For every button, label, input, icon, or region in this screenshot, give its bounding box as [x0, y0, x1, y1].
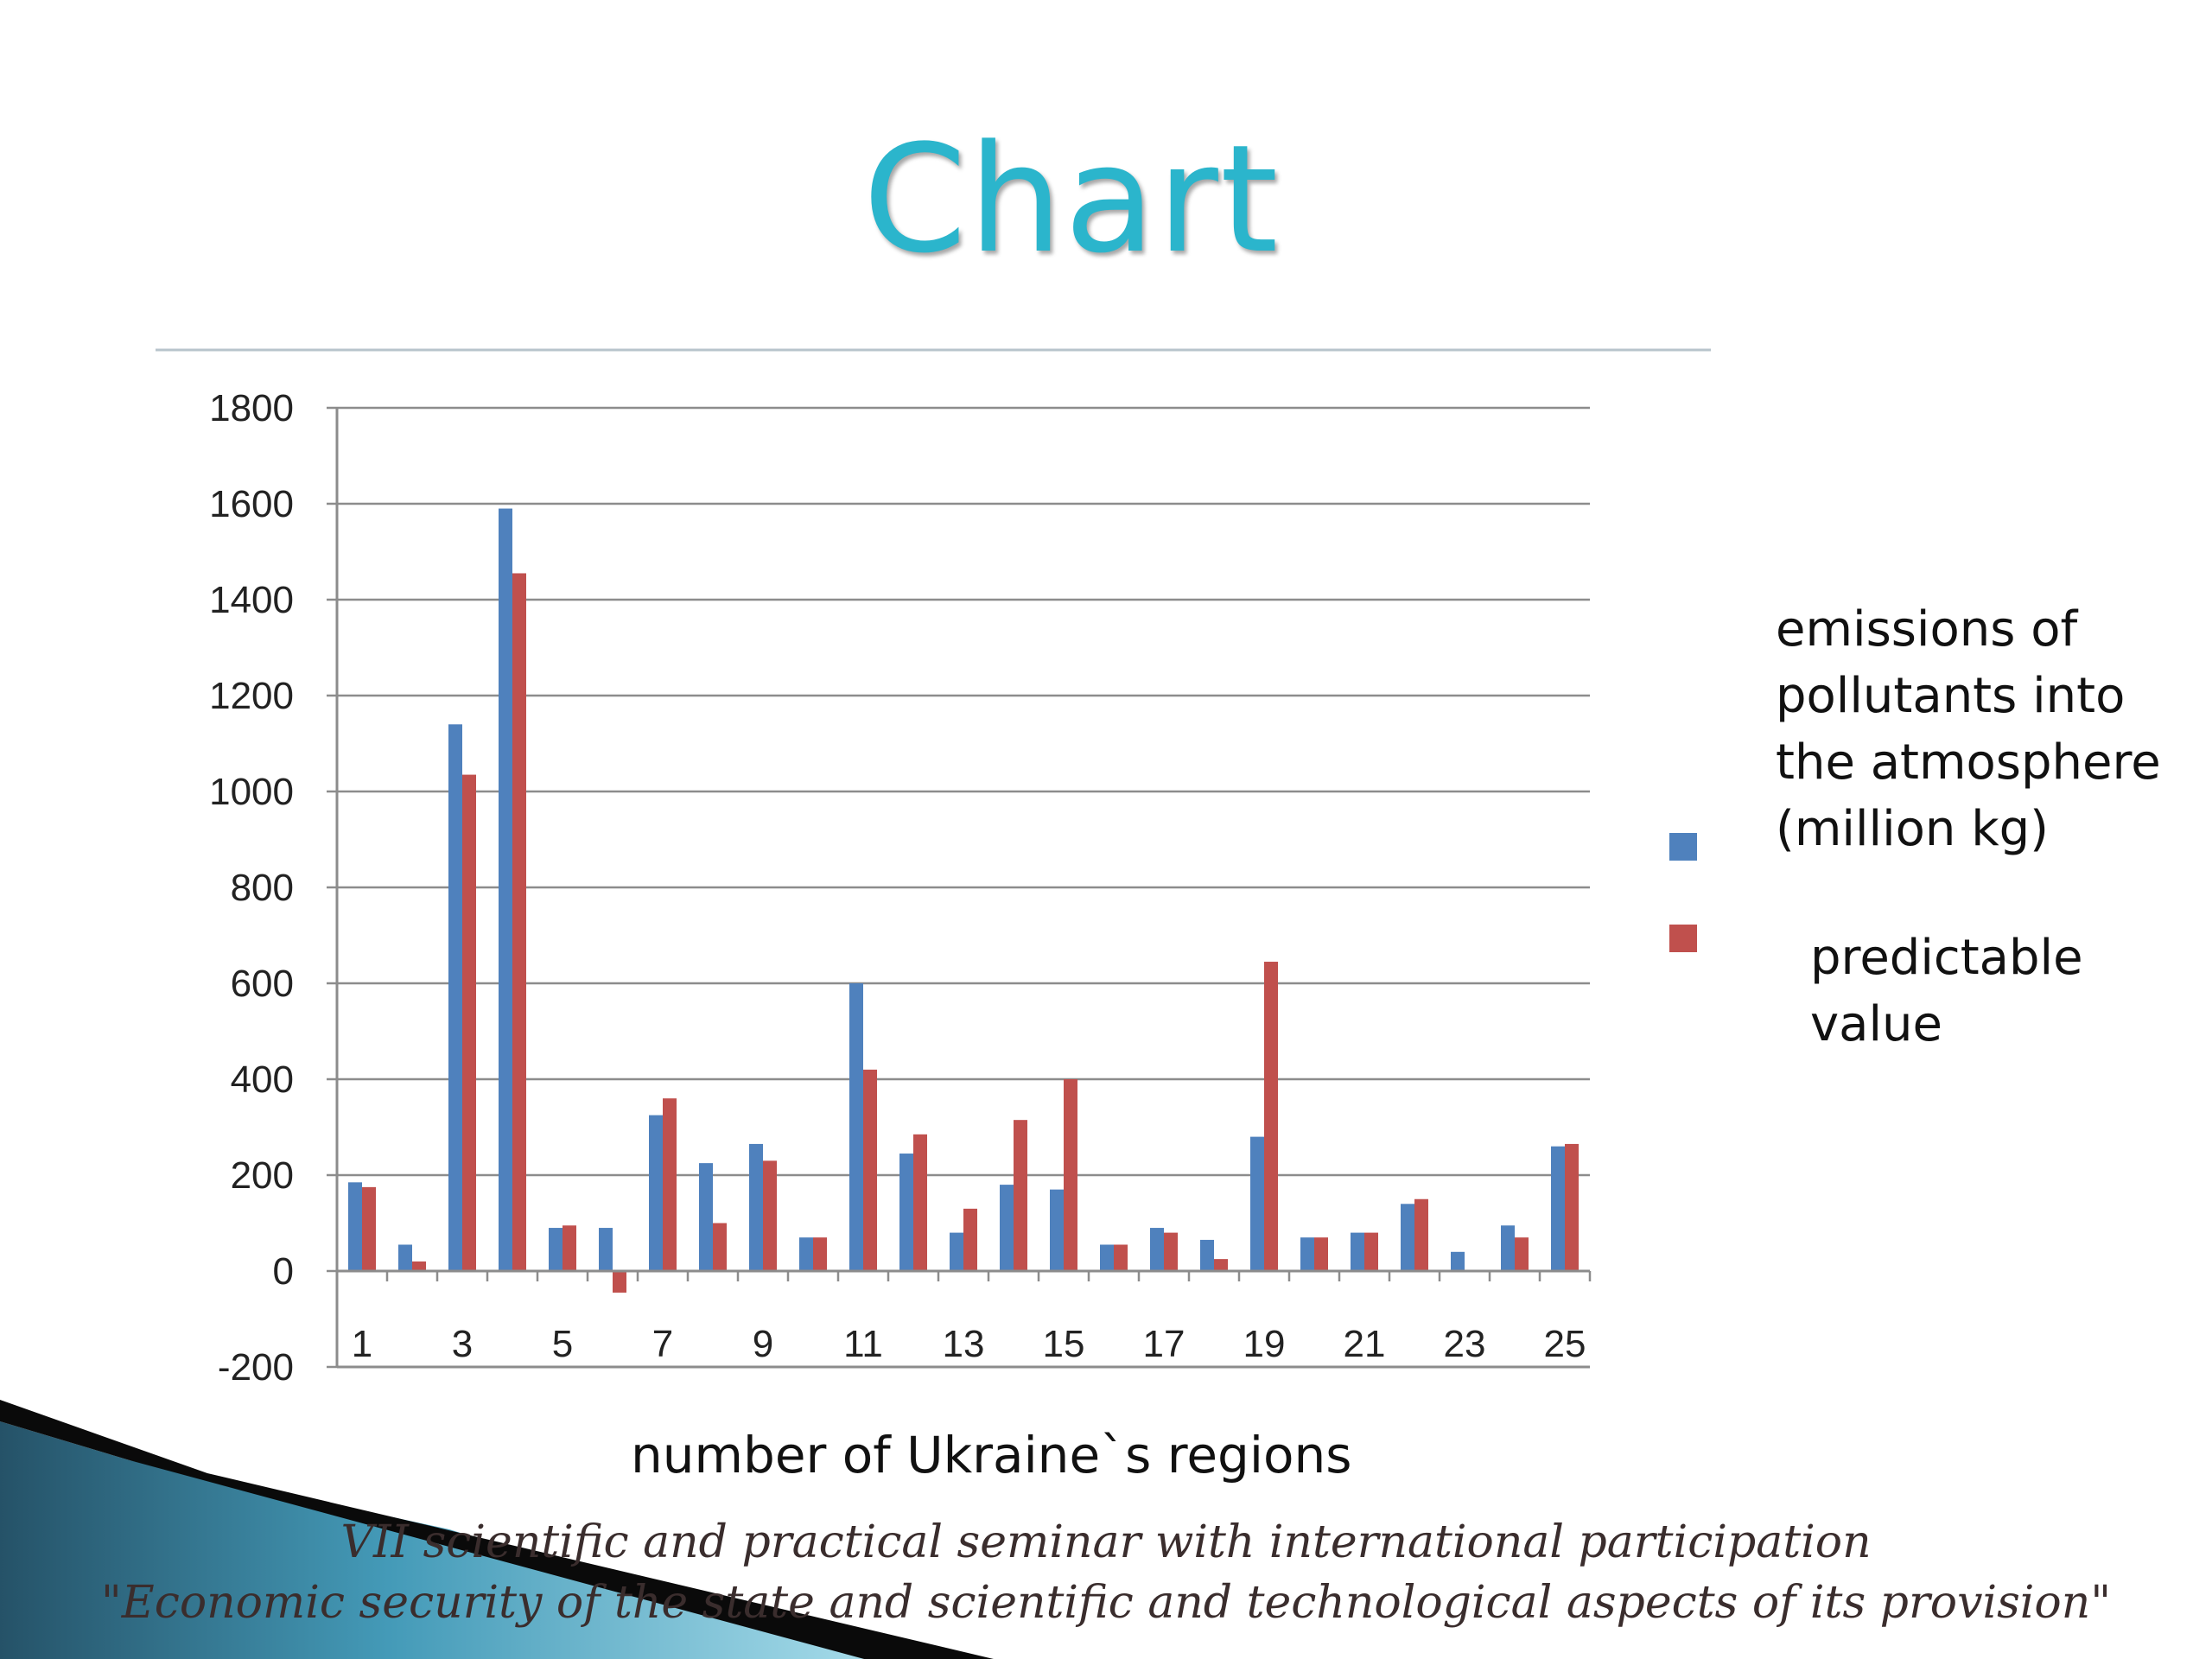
- bar-emissions: [549, 1228, 563, 1271]
- legend-label-predictable: predictable value: [1810, 930, 2083, 1052]
- y-tick-label: 0: [273, 1250, 294, 1293]
- legend-label-emissions: emissions of pollutants into the atmosph…: [1776, 601, 2161, 857]
- y-tick-label: -200: [218, 1346, 294, 1389]
- x-tick-label: 19: [1243, 1323, 1286, 1365]
- bar-emissions: [899, 1154, 913, 1271]
- bar-predictable: [462, 774, 476, 1271]
- y-tick-label: 200: [231, 1154, 294, 1197]
- x-tick-label: 11: [843, 1323, 883, 1365]
- bar-emissions: [1300, 1237, 1314, 1271]
- bar-emissions: [1200, 1239, 1214, 1271]
- bar-emissions: [1401, 1204, 1414, 1271]
- bar-predictable: [713, 1223, 727, 1271]
- bar-emissions: [950, 1232, 963, 1271]
- x-tick-label: 17: [1143, 1323, 1185, 1365]
- bars: [348, 508, 1579, 1293]
- bar-predictable: [1364, 1232, 1378, 1271]
- bar-emissions: [1451, 1251, 1465, 1271]
- bar-emissions: [448, 724, 462, 1271]
- y-tick-label: 1200: [209, 675, 294, 717]
- y-tick-label: 1400: [209, 579, 294, 621]
- bar-predictable: [663, 1098, 677, 1271]
- x-tick-label: 1: [352, 1323, 372, 1365]
- bar-emissions: [1150, 1228, 1164, 1271]
- bar-emissions: [699, 1163, 713, 1271]
- bar-predictable: [412, 1261, 426, 1271]
- bar-predictable: [913, 1134, 927, 1271]
- x-tick-label: 15: [1043, 1323, 1085, 1365]
- x-tick-label: 25: [1544, 1323, 1586, 1365]
- bar-emissions: [1351, 1232, 1364, 1271]
- x-tick-label: 9: [753, 1323, 773, 1365]
- bar-emissions: [1000, 1185, 1014, 1271]
- bar-predictable: [963, 1208, 977, 1271]
- bar-emissions: [1551, 1146, 1565, 1271]
- bar-predictable: [1314, 1237, 1328, 1271]
- bar-emissions: [1501, 1225, 1515, 1271]
- x-tick-label: 3: [452, 1323, 473, 1365]
- footer-line-2: "Economic security of the state and scie…: [100, 1577, 2112, 1629]
- x-axis-title: number of Ukraine`s regions: [631, 1426, 1352, 1484]
- bar-predictable: [1414, 1198, 1428, 1271]
- bar-predictable: [1565, 1143, 1579, 1271]
- bar-predictable: [512, 573, 526, 1271]
- y-tick-label: 400: [231, 1058, 294, 1101]
- x-tick-label: 23: [1444, 1323, 1486, 1365]
- bar-emissions: [749, 1143, 763, 1271]
- bar-predictable: [813, 1237, 827, 1271]
- bar-emissions: [499, 508, 512, 1271]
- bar-predictable: [362, 1186, 376, 1271]
- y-tick-labels: -200 0 200 400 600 800 1000 1200 1400 1600 1800: [209, 387, 294, 1389]
- x-tick-labels: 1 3 5 7 9 11 13 15 17 19 21 23 25: [352, 1323, 1586, 1365]
- bar-emissions: [348, 1182, 362, 1271]
- footer-line-1: VII scientific and practical seminar wit…: [340, 1516, 1872, 1568]
- bar-predictable: [763, 1160, 777, 1271]
- bar-predictable: [563, 1225, 576, 1271]
- bar-predictable: [613, 1271, 626, 1293]
- bar-emissions: [1050, 1189, 1064, 1271]
- bar-predictable: [1214, 1259, 1228, 1271]
- bar-predictable: [1114, 1244, 1128, 1271]
- y-tick-label: 800: [231, 867, 294, 909]
- slide-title: Chart: [862, 112, 1281, 286]
- bar-predictable: [863, 1069, 877, 1271]
- bar-predictable: [1014, 1120, 1027, 1271]
- bar-emissions: [799, 1237, 813, 1271]
- legend-swatches: [1669, 833, 1697, 952]
- y-tick-label: 1000: [209, 771, 294, 813]
- footer: VII scientific and practical seminar wit…: [0, 1512, 2212, 1633]
- y-tick-label: 1600: [209, 483, 294, 525]
- x-tick-label: 21: [1344, 1323, 1386, 1365]
- bar-emissions: [1100, 1244, 1114, 1271]
- legend-swatch-emissions: [1669, 833, 1697, 861]
- x-tick-label: 5: [552, 1323, 573, 1365]
- bar-predictable: [1164, 1232, 1178, 1271]
- x-tick-label: 13: [943, 1323, 985, 1365]
- bar-predictable: [1064, 1079, 1077, 1271]
- bar-emissions: [398, 1244, 412, 1271]
- bar-emissions: [649, 1115, 663, 1271]
- x-tick-label: 7: [652, 1323, 673, 1365]
- axes: [327, 406, 1592, 1369]
- y-tick-label: 1800: [209, 387, 294, 429]
- legend-swatch-predictable: [1669, 925, 1697, 952]
- bar-emissions: [849, 983, 863, 1271]
- bar-emissions: [1250, 1136, 1264, 1271]
- y-tick-label: 600: [231, 963, 294, 1005]
- bar-predictable: [1264, 962, 1278, 1271]
- bar-emissions: [599, 1228, 613, 1271]
- bar-predictable: [1515, 1237, 1529, 1271]
